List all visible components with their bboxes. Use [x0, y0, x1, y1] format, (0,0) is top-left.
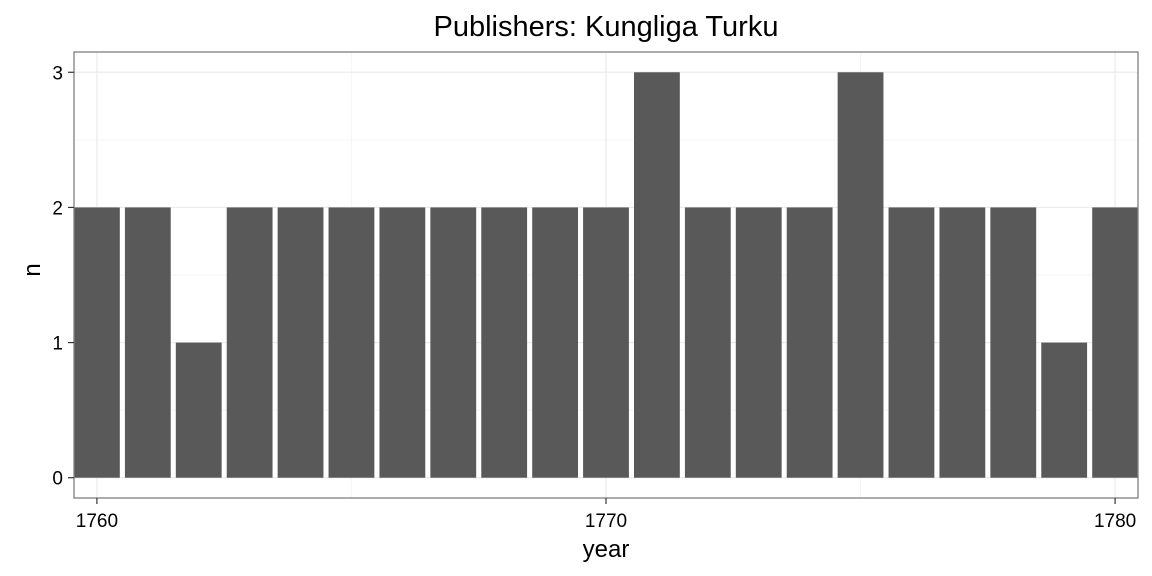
bar-1773 [735, 207, 782, 478]
bar-1765 [328, 207, 375, 478]
bar-1767 [430, 207, 477, 478]
bar-1777 [939, 207, 986, 478]
bar-1762 [175, 342, 222, 478]
bar-1780 [1092, 207, 1138, 478]
bar-1766 [379, 207, 426, 478]
x-tick-label: 1780 [1094, 511, 1136, 532]
x-tick-label: 1770 [585, 511, 627, 532]
bar-1779 [1041, 342, 1088, 478]
bar-1764 [277, 207, 324, 478]
y-tick-label: 3 [52, 63, 63, 84]
bar-1771 [634, 72, 680, 478]
bar-1775 [837, 72, 884, 478]
bar-1769 [532, 207, 578, 478]
y-axis-title: n [19, 263, 46, 276]
bar-1772 [684, 207, 731, 478]
bar-1774 [786, 207, 833, 478]
bar-1776 [888, 207, 935, 478]
y-tick-label: 2 [52, 198, 63, 219]
y-tick-label: 0 [52, 469, 63, 490]
bar-1760 [74, 207, 120, 478]
bar-1770 [583, 207, 629, 478]
bars [74, 72, 1138, 478]
bar-1768 [481, 207, 528, 478]
chart-title: Publishers: Kungliga Turku [434, 11, 779, 43]
bar-1761 [124, 207, 171, 478]
axes: 1760 1770 1780 0 1 2 3 [52, 63, 1136, 532]
x-tick-label: 1760 [76, 511, 118, 532]
bar-1763 [226, 207, 273, 478]
x-axis-title: year [583, 536, 630, 563]
y-tick-label: 1 [52, 334, 63, 355]
bar-1778 [990, 207, 1037, 478]
